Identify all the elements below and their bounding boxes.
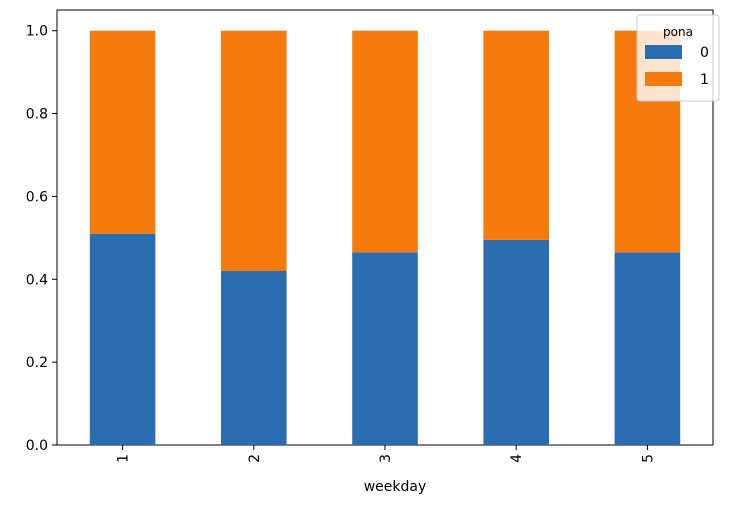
legend-title: pona [663,25,693,39]
y-tick-label: 0.6 [26,189,48,205]
bar-weekday-5-pona-0 [614,252,681,445]
bars-group [89,30,681,445]
y-tick-label: 0.2 [26,355,48,371]
bar-weekday-4-pona-0 [483,239,549,445]
legend-swatch [645,45,682,59]
legend-label: 0 [700,45,709,61]
legend-swatch [645,72,682,86]
y-tick-label: 0.8 [26,107,48,123]
bar-weekday-1-pona-1 [89,30,156,234]
y-tick-label: 0.4 [26,272,48,288]
bar-weekday-2-pona-1 [221,30,287,272]
x-tick-label: 4 [509,454,525,463]
bar-weekday-3-pona-0 [352,252,418,445]
bar-weekday-1-pona-0 [89,233,156,445]
x-axis: 1 2 3 4 5 [116,445,656,463]
legend-label: 1 [700,72,709,88]
bar-weekday-3-pona-1 [352,30,418,253]
legend: pona 0 1 [636,14,720,102]
y-tick-label: 0.0 [26,438,48,454]
x-tick-label: 5 [640,454,656,463]
x-tick-label: 3 [378,454,394,463]
y-tick-label: 1.0 [26,24,48,40]
bar-weekday-2-pona-0 [221,271,287,445]
y-axis: 0.0 0.2 0.4 0.6 0.8 1.0 [26,24,57,454]
x-tick-label: 2 [247,454,263,463]
x-axis-title: weekday [364,479,427,495]
x-tick-label: 1 [116,454,132,463]
bar-weekday-4-pona-1 [483,30,549,240]
